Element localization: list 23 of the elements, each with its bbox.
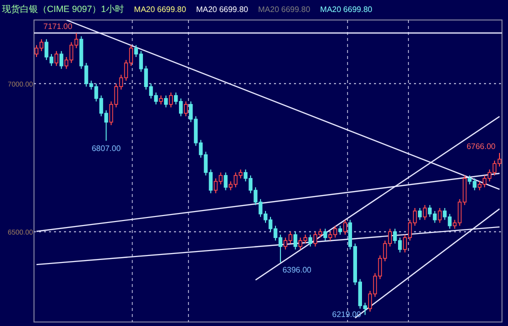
candlestick — [293, 231, 298, 250]
text: MA20 6699.80 — [258, 5, 311, 14]
text: MA20 6699.80 — [320, 5, 373, 14]
candlestick — [54, 50, 58, 66]
candlestick — [323, 228, 328, 242]
annotation: 6766.00 — [466, 142, 496, 151]
candlestick — [169, 92, 173, 108]
annotation: 6219.00 — [332, 310, 362, 319]
candlestick — [164, 95, 168, 108]
annotation: 6396.00 — [282, 265, 312, 274]
candlestick — [59, 50, 64, 70]
candlestick — [418, 208, 422, 220]
annotation: 7171.00 — [43, 22, 73, 32]
candlestick — [184, 100, 188, 117]
chart-title: 现货白银（CIME 9097）1小时 — [2, 4, 124, 14]
text: MA20 6699.80 — [134, 5, 187, 14]
candlestick — [438, 208, 442, 224]
candlestick — [422, 204, 427, 220]
annotation: 6807.00 — [92, 144, 122, 153]
text: MA20 6699.80 — [196, 5, 249, 14]
candlestick — [343, 219, 348, 236]
candlestick — [224, 172, 228, 191]
candlestick — [308, 234, 312, 247]
